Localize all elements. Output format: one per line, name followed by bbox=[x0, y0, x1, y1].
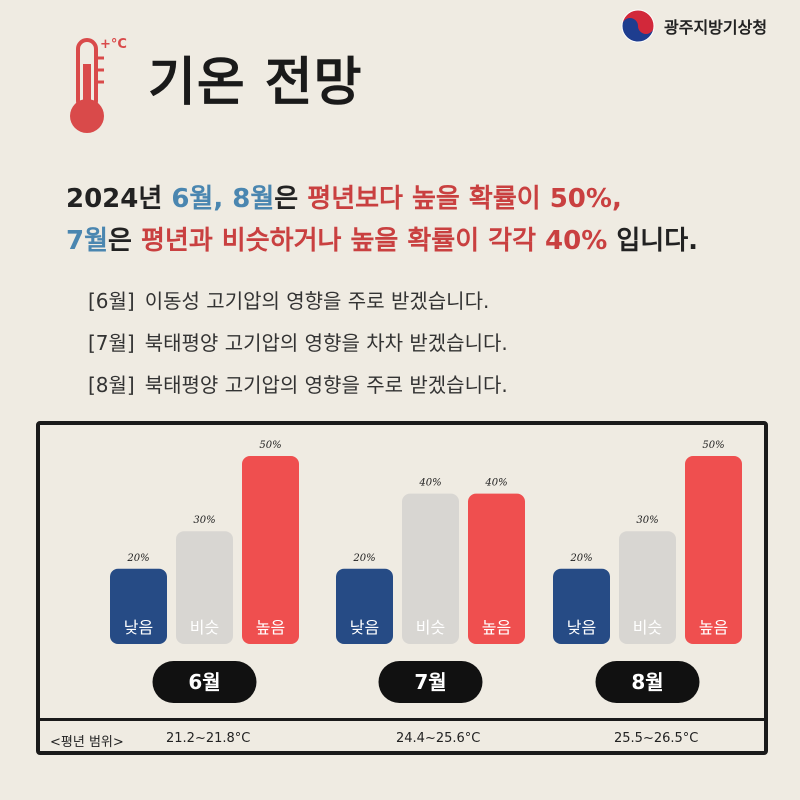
note-june: [6월] 이동성 고기압의 영향을 주로 받겠습니다. bbox=[88, 280, 508, 322]
taegeuk-emblem-icon bbox=[621, 9, 655, 43]
month-label: 6월 bbox=[188, 670, 220, 694]
org-name: 광주지방기상청 bbox=[664, 18, 768, 37]
bar-value-label: 50% bbox=[259, 440, 281, 451]
month-label: 7월 bbox=[414, 670, 446, 694]
normal-range-july: 24.4~25.6°C bbox=[396, 731, 481, 746]
bar-8월-높음 bbox=[685, 456, 742, 644]
bar-8월-낮음 bbox=[553, 568, 610, 644]
thermo-mark: +°C bbox=[100, 37, 127, 52]
bar-category-label: 낮음 bbox=[124, 618, 153, 637]
note-tag: [6월] bbox=[88, 289, 135, 313]
bar-6월-비슷 bbox=[176, 531, 233, 644]
note-august: [8월] 북태평양 고기압의 영향을 주로 받겠습니다. bbox=[88, 364, 508, 406]
headline-line-1: 2024년 6월, 8월은 평년보다 높을 확률이 50%, bbox=[66, 178, 622, 215]
bar-category-label: 높음 bbox=[256, 618, 285, 637]
bar-value-label: 30% bbox=[636, 515, 658, 526]
page-title: 기온 전망 bbox=[148, 53, 363, 113]
bar-category-label: 비슷 bbox=[416, 618, 445, 637]
bar-7월-높음 bbox=[468, 493, 525, 644]
bar-category-label: 높음 bbox=[482, 618, 511, 637]
headline-segment: 은 bbox=[108, 226, 141, 256]
headline-segment: 6월, 8월 bbox=[171, 184, 275, 214]
month-pill: 8월 bbox=[595, 661, 700, 703]
note-text: 북태평양 고기압의 영향을 차차 받겠습니다. bbox=[144, 331, 508, 355]
note-july: [7월] 북태평양 고기압의 영향을 차차 받겠습니다. bbox=[88, 322, 508, 364]
normal-range-june: 21.2~21.8°C bbox=[166, 731, 251, 746]
thermometer-icon: +°C bbox=[70, 37, 127, 133]
bar-7월-낮음 bbox=[336, 568, 393, 644]
bar-value-label: 30% bbox=[193, 515, 215, 526]
probability-bar-chart: 낮음 20% 비슷 30% 높음 50% 6월 낮음 20% 비슷 40% 높음 40% 7월 낮음 20% 비… bbox=[110, 440, 742, 703]
bar-category-label: 낮음 bbox=[350, 618, 379, 637]
bar-6월-낮음 bbox=[110, 568, 167, 644]
monthly-notes: [6월] 이동성 고기압의 영향을 주로 받겠습니다. [7월] 북태평양 고기압의… bbox=[88, 280, 508, 406]
note-tag: [8월] bbox=[88, 373, 135, 397]
note-text: 북태평양 고기압의 영향을 주로 받겠습니다. bbox=[144, 373, 508, 397]
headline-segment: 2024년 bbox=[66, 184, 172, 214]
bar-value-label: 20% bbox=[352, 553, 375, 564]
normal-range-august: 25.5~26.5°C bbox=[614, 731, 699, 746]
bar-7월-비슷 bbox=[402, 493, 459, 644]
month-pill: 6월 bbox=[152, 661, 257, 703]
normal-range-row: <평년 범위> 21.2~21.8°C 24.4~25.6°C 25.5~26.… bbox=[40, 724, 764, 754]
bar-category-label: 낮음 bbox=[567, 618, 596, 637]
kma-logo: 광주지방기상청 bbox=[620, 8, 767, 44]
month-pill: 7월 bbox=[378, 661, 483, 703]
note-text: 이동성 고기압의 영향을 주로 받겠습니다. bbox=[144, 289, 490, 313]
bar-category-label: 비슷 bbox=[633, 618, 662, 637]
headline-line-2: 7월은 평년과 비슷하거나 높을 확률이 각각 40% 입니다. bbox=[66, 220, 698, 257]
headline-segment: 7월 bbox=[66, 226, 109, 256]
normal-range-label: <평년 범위> bbox=[50, 735, 124, 750]
bar-value-label: 20% bbox=[569, 553, 592, 564]
bar-value-label: 50% bbox=[702, 440, 724, 451]
headline-segment: 평년과 비슷하거나 높을 확률이 각각 40% bbox=[141, 226, 608, 256]
bar-6월-높음 bbox=[242, 456, 299, 644]
bar-category-label: 높음 bbox=[699, 618, 728, 637]
note-tag: [7월] bbox=[88, 331, 135, 355]
bar-value-label: 20% bbox=[126, 553, 149, 564]
panel-divider bbox=[36, 718, 768, 721]
bar-value-label: 40% bbox=[418, 478, 441, 489]
headline-segment: 은 bbox=[274, 184, 308, 214]
bar-8월-비슷 bbox=[619, 531, 676, 644]
bar-category-label: 비슷 bbox=[190, 618, 219, 637]
month-label: 8월 bbox=[631, 670, 663, 694]
headline-segment: 입니다. bbox=[607, 226, 698, 256]
bar-value-label: 40% bbox=[484, 478, 507, 489]
headline-segment: 평년보다 높을 확률이 50%, bbox=[307, 184, 622, 214]
